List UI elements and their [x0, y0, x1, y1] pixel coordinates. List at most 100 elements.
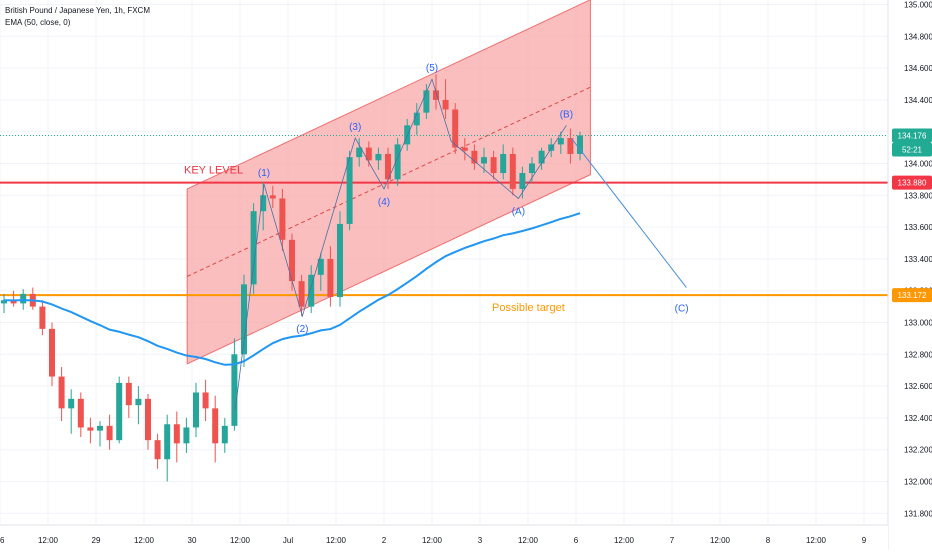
target-price-tag: 133.172 [892, 288, 932, 303]
price-tick-label: 131.800 [904, 509, 932, 518]
candle [413, 103, 420, 135]
indicator-label: EMA (50, close, 0) [5, 18, 71, 27]
candle-body [529, 163, 535, 174]
price-tag-text: 134.176 [898, 132, 927, 141]
candles [1, 74, 583, 482]
candle-body [145, 398, 151, 441]
time-tick-label: 12:00 [710, 536, 731, 545]
candle-body [509, 153, 516, 189]
time-tick-label: 12:00 [518, 536, 539, 545]
price-axis-background [888, 0, 932, 550]
candle [97, 421, 103, 447]
candle [548, 138, 555, 158]
candle-body [193, 392, 199, 428]
candle [39, 300, 46, 336]
candle-body [461, 147, 468, 151]
wave-label: (1) [258, 168, 270, 179]
wave-label: (3) [349, 122, 361, 133]
time-axis-background [0, 525, 888, 550]
countdown-box [892, 142, 932, 157]
candle-body [250, 211, 257, 285]
candle [10, 290, 17, 307]
candle-body [327, 258, 334, 298]
candle-body [452, 109, 459, 148]
candle [308, 265, 315, 313]
candle-body [135, 398, 142, 406]
candle-body [519, 173, 526, 189]
price-tick-label: 133.600 [904, 223, 932, 232]
candle-body [58, 376, 65, 409]
key-level-price-tag: 133.880 [892, 175, 932, 190]
time-tick-label: 3 [478, 536, 483, 545]
wave-label: (2) [296, 324, 308, 335]
candle-body [404, 125, 411, 145]
candle [164, 414, 171, 482]
time-tick-label: 9 [862, 536, 867, 545]
candle [183, 417, 190, 453]
price-tag-box [892, 128, 932, 143]
candle [154, 433, 161, 469]
candle-body [317, 258, 324, 275]
price-tag-text: 133.172 [898, 291, 927, 300]
candle-body [202, 392, 209, 409]
candle-body [577, 135, 583, 154]
price-tick-label: 134.400 [904, 96, 932, 105]
candle [298, 274, 305, 317]
candle [145, 394, 151, 450]
candle [279, 188, 286, 251]
candle [394, 138, 401, 186]
candle [212, 395, 219, 463]
candle-body [39, 306, 46, 329]
price-tick-label: 133.400 [904, 255, 932, 264]
candle [87, 417, 94, 444]
time-tick-label: 12:00 [614, 536, 635, 545]
candle-body [173, 424, 180, 444]
candle-body [183, 427, 190, 444]
candle [442, 79, 449, 119]
ema-line [3, 212, 581, 366]
price-tick-label: 134.600 [904, 64, 932, 73]
candle-body [471, 150, 478, 164]
candle-body [433, 90, 439, 100]
candle [423, 84, 430, 119]
current-price-tag: 134.176 [892, 128, 932, 143]
time-tick-label: 12:00 [806, 536, 827, 545]
candle-body [423, 90, 430, 113]
candle-body [116, 382, 123, 441]
candle-body [279, 198, 286, 240]
candle [337, 211, 343, 307]
time-tick-label: 30 [188, 536, 197, 545]
target-annotation: Possible target [492, 302, 565, 314]
candle [77, 392, 84, 437]
time-tick-label: 12:00 [38, 536, 59, 545]
candle [461, 138, 468, 161]
candle-body [77, 398, 84, 428]
wave-label: (C) [675, 303, 689, 314]
candle-body [212, 408, 219, 444]
candle-body [231, 354, 238, 426]
countdown-text: 52:21 [902, 146, 923, 155]
candle-body [20, 293, 27, 304]
time-tick-label: 12:00 [134, 536, 155, 545]
candle [577, 131, 583, 161]
candle-body [337, 223, 343, 298]
candle [385, 147, 391, 189]
price-tick-label: 134.000 [904, 160, 932, 169]
candle [135, 386, 142, 425]
price-tick-label: 133.000 [904, 319, 932, 328]
candle [538, 147, 545, 170]
price-tag-text: 133.880 [898, 179, 927, 188]
candle-body [241, 284, 247, 355]
symbol-title: British Pound / Japanese Yen, 1h, FXCM [5, 6, 150, 15]
candle-body [500, 153, 507, 174]
candle-body [394, 144, 401, 180]
price-tick-label: 134.800 [904, 32, 932, 41]
candle [327, 246, 334, 307]
candle-body [164, 424, 171, 460]
time-tick-label: 26 [0, 536, 5, 545]
candle [500, 144, 507, 180]
candle [221, 417, 228, 453]
candle-body [413, 112, 420, 126]
